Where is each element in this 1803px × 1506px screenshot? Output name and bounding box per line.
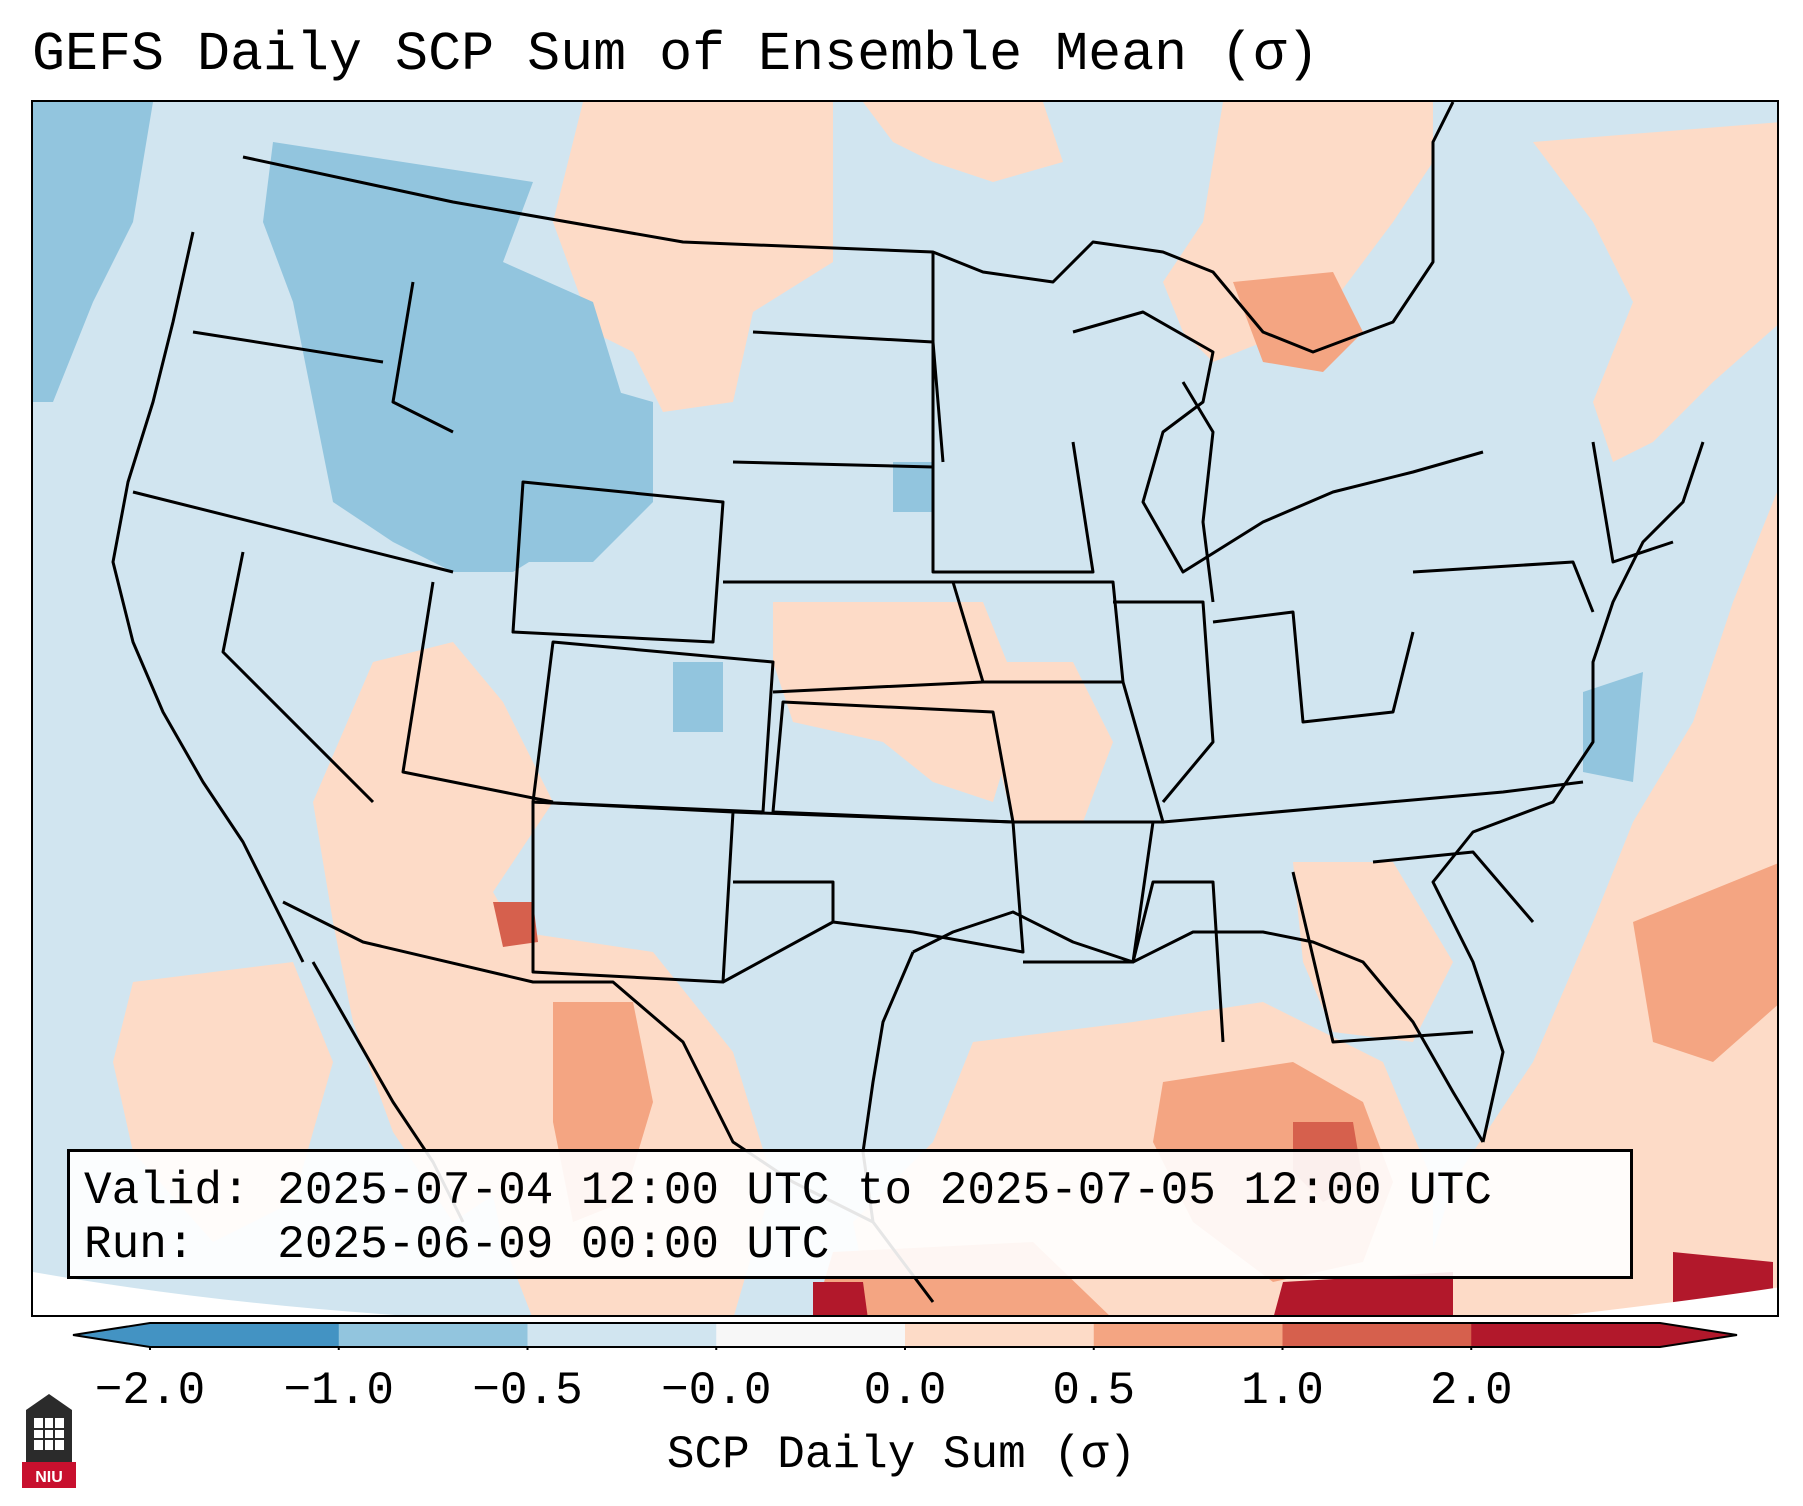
colorbar-tick-label: 2.0 — [1429, 1365, 1513, 1417]
anomaly-region-atlantic-core — [1633, 863, 1777, 1062]
colorbar-segment — [905, 1323, 1095, 1347]
colorbar-segment — [527, 1323, 717, 1347]
state-line-tx — [722, 920, 834, 984]
colorbar-segment — [338, 1323, 528, 1347]
state-line-ky-tn — [1162, 780, 1584, 824]
anomaly-region-wyoming — [513, 362, 653, 562]
colorbar-tick-label: 0.5 — [1052, 1365, 1136, 1417]
run-label: Run: — [84, 1219, 195, 1271]
run-row: Run: 2025-06-09 00:00 UTC — [84, 1218, 1630, 1272]
map-canvas — [33, 102, 1777, 1315]
atlantic-coast — [1431, 441, 1705, 1143]
state-line-wa-or — [192, 330, 384, 364]
anomaly-region-northeast — [1533, 122, 1777, 462]
valid-label: Valid: — [84, 1165, 250, 1217]
state-line-ne — [723, 580, 985, 694]
state-line-ga — [1291, 871, 1474, 1044]
lake-michigan — [1181, 381, 1215, 603]
colorbar-tick-label: −2.0 — [94, 1365, 206, 1417]
anomaly-region-atlantic — [1414, 492, 1777, 1315]
gulf-coast — [912, 910, 1485, 1143]
colorbar-segment — [150, 1323, 340, 1347]
colorbar-tick-label: −0.0 — [661, 1365, 772, 1417]
valid-row: Valid: 2025-07-04 12:00 UTC to 2025-07-0… — [84, 1164, 1630, 1218]
state-line-or-ca — [132, 490, 454, 574]
colorbar-segments — [73, 1323, 1737, 1350]
us-canada-border — [242, 102, 1455, 354]
colorbar-segment — [1471, 1323, 1661, 1347]
colorbar-tick-label: −1.0 — [283, 1365, 394, 1417]
colorbar-outline — [72, 1322, 1738, 1348]
logo-window — [34, 1418, 64, 1450]
validity-info-box: Valid: 2025-07-04 12:00 UTC to 2025-07-0… — [67, 1149, 1633, 1279]
anomaly-region-southeast — [1293, 862, 1453, 1042]
anomaly-region-pacific-nw — [33, 102, 153, 402]
anomaly-region-caribbean-strong — [1274, 1272, 1453, 1315]
state-line-ar — [1013, 820, 1155, 964]
state-line-new-england — [1591, 441, 1674, 564]
colorbar-tick-label: 0.0 — [863, 1365, 947, 1417]
anomaly-region-ontario — [1163, 102, 1433, 362]
map-panel — [31, 100, 1779, 1317]
colorbar-label: SCP Daily Sum (σ) — [666, 1429, 1137, 1481]
chart-title: GEFS Daily SCP Sum of Ensemble Mean (σ) — [32, 23, 1320, 86]
anomaly-region-virginia-coast — [1583, 672, 1643, 782]
run-value: 2025-06-09 00:00 UTC — [277, 1219, 830, 1271]
anomaly-region-central-plains — [773, 602, 1023, 802]
anomaly-region-mexico-strong — [493, 902, 538, 947]
logo-text: NIU — [35, 1469, 63, 1486]
valid-value: 2025-07-04 12:00 UTC to 2025-07-05 12:00… — [277, 1165, 1492, 1217]
colorbar-extend-high — [1660, 1323, 1737, 1347]
anomaly-region-missouri — [983, 662, 1113, 822]
west-coast — [111, 231, 305, 963]
anomaly-region-canada-north — [863, 102, 1063, 182]
state-line-id-mt — [391, 281, 454, 434]
colorbar — [72, 1322, 1738, 1350]
state-line-pa-ny — [1412, 560, 1595, 613]
state-line-nc-sc — [1372, 850, 1535, 923]
state-line-ms-al — [1131, 880, 1225, 1043]
niu-logo: NIU — [22, 1394, 76, 1488]
colorbar-tick-label: 1.0 — [1241, 1365, 1324, 1417]
anomaly-region-south-strong — [813, 1282, 868, 1315]
great-lakes — [1072, 310, 1484, 574]
colorbar-segment — [1093, 1323, 1283, 1347]
state-line-mn — [931, 252, 1095, 574]
state-line-in-oh — [1212, 610, 1415, 724]
colorbar-segment — [716, 1323, 906, 1347]
colorbar-tick-label: −0.5 — [472, 1365, 583, 1417]
anomaly-region-northern-plains — [553, 102, 833, 412]
projection-edge-right — [1567, 1287, 1777, 1315]
state-line-il — [1113, 600, 1215, 803]
anomaly-region-colorado — [673, 662, 723, 732]
state-line-wy — [511, 480, 725, 644]
state-line-ut — [401, 581, 554, 804]
logo-window-grid — [34, 1418, 64, 1450]
colorbar-extend-low — [73, 1323, 150, 1347]
boundaries — [111, 102, 1705, 1303]
colorbar-segment — [1282, 1323, 1472, 1347]
logo-banner — [22, 1462, 76, 1488]
state-line-nv — [221, 551, 375, 804]
projection-edge — [33, 1272, 396, 1315]
anomaly-region-dakota — [893, 462, 933, 512]
